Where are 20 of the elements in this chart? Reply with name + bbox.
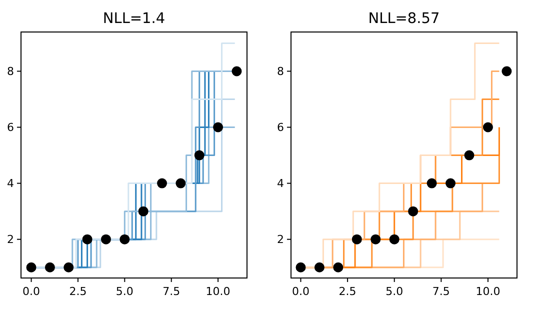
y-tick-label: 8	[7, 65, 14, 78]
x-tick-label: 2.5	[69, 285, 87, 298]
x-tick-label: 7.5	[432, 285, 450, 298]
chart-title: NLL=1.4	[102, 11, 166, 27]
y-tick-label: 6	[277, 121, 284, 134]
x-tick-label: 5.0	[386, 285, 404, 298]
x-tick-label: 2.5	[338, 285, 356, 298]
y-tick-label: 2	[7, 233, 14, 246]
x-tick-label: 0.0	[292, 285, 310, 298]
y-tick-label: 4	[7, 177, 14, 190]
x-tick-label: 10.0	[206, 285, 230, 298]
x-tick-label: 5.0	[116, 285, 134, 298]
x-tick-label: 10.0	[476, 285, 500, 298]
x-tick-label: 7.5	[162, 285, 180, 298]
y-tick-label: 6	[7, 121, 14, 134]
chart-title: NLL=8.57	[368, 11, 440, 27]
x-tick-label: 0.0	[22, 285, 40, 298]
y-tick-label: 8	[277, 65, 284, 78]
y-tick-label: 2	[277, 233, 284, 246]
y-tick-label: 4	[277, 177, 284, 190]
